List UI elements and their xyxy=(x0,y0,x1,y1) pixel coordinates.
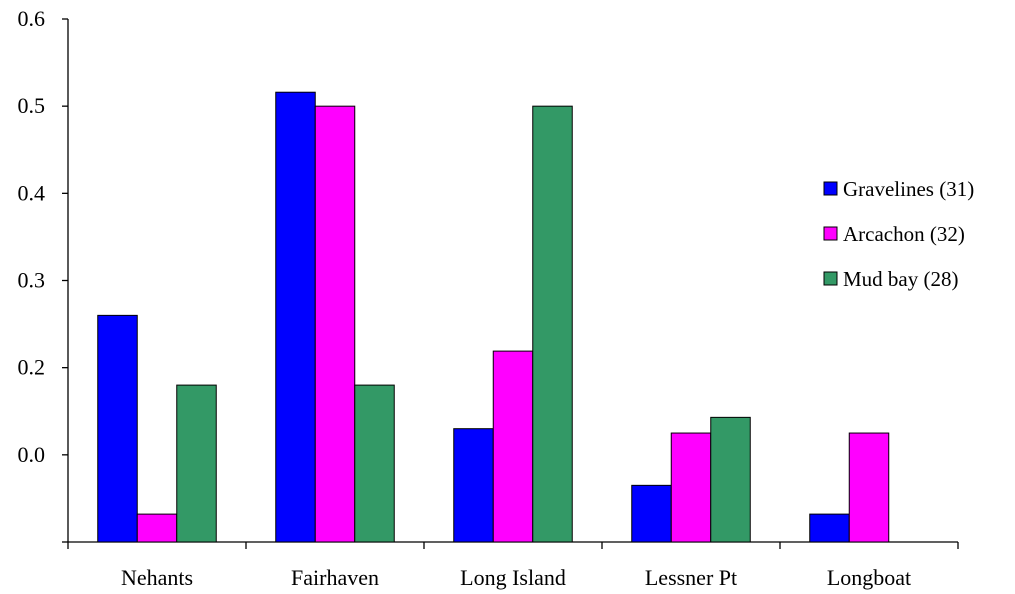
x-axis: Nehants Fairhaven Long Island Lessner Pt Lon… xyxy=(67,541,959,590)
legend-swatch xyxy=(823,226,838,241)
x-category-label: Long Island xyxy=(460,565,566,590)
bar xyxy=(453,428,494,543)
bar xyxy=(97,314,138,543)
bar xyxy=(809,513,850,543)
bars xyxy=(97,91,890,543)
legend-swatch xyxy=(823,181,838,196)
y-tick-label: 0.5 xyxy=(18,93,46,118)
bar xyxy=(492,350,534,543)
y-tick-label: 0.0 xyxy=(18,442,46,467)
legend-label: Arcachon (32) xyxy=(843,222,965,246)
y-tick-label: 0.2 xyxy=(18,355,46,380)
y-axis: 0.6 0.5 0.4 0.3 0.2 0.0 xyxy=(18,6,69,543)
bar xyxy=(275,91,316,543)
bar xyxy=(710,416,751,543)
bar xyxy=(136,513,178,543)
x-category-label: Longboat xyxy=(827,565,911,590)
bar xyxy=(532,105,573,543)
legend-label: Mud bay (28) xyxy=(843,267,958,291)
bar xyxy=(631,484,672,543)
bar xyxy=(848,432,890,543)
y-tick-label: 0.6 xyxy=(18,6,46,31)
y-tick-label: 0.4 xyxy=(18,180,46,205)
x-category-label: Lessner Pt xyxy=(645,565,737,590)
bar xyxy=(314,105,356,543)
y-tick-label: 0.3 xyxy=(18,268,46,293)
x-category-label: Nehants xyxy=(121,565,193,590)
bar xyxy=(176,384,217,543)
bar xyxy=(354,384,395,543)
x-category-label: Fairhaven xyxy=(291,565,379,590)
legend: Gravelines (31) Arcachon (32) Mud bay (28) xyxy=(823,177,974,291)
legend-swatch xyxy=(823,271,838,286)
bar xyxy=(670,432,712,543)
legend-label: Gravelines (31) xyxy=(843,177,974,201)
